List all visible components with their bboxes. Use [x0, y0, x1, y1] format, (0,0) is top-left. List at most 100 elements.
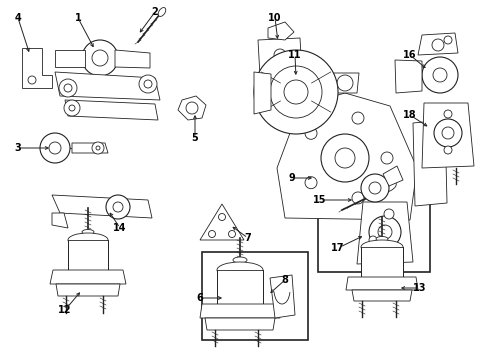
Circle shape: [69, 105, 75, 111]
Bar: [68, 240, 108, 270]
Polygon shape: [258, 38, 304, 112]
Circle shape: [433, 119, 461, 147]
Circle shape: [40, 133, 70, 163]
Circle shape: [106, 195, 130, 219]
Text: 11: 11: [287, 50, 301, 60]
Polygon shape: [52, 213, 68, 228]
Circle shape: [28, 76, 36, 84]
Circle shape: [208, 230, 215, 238]
Polygon shape: [394, 60, 421, 93]
Circle shape: [49, 142, 61, 154]
Polygon shape: [200, 204, 244, 240]
Circle shape: [143, 80, 152, 88]
Bar: [202, 252, 307, 340]
Circle shape: [92, 142, 104, 154]
Circle shape: [218, 213, 225, 220]
Circle shape: [284, 80, 307, 104]
Polygon shape: [56, 284, 120, 296]
Text: 14: 14: [113, 223, 126, 233]
Circle shape: [320, 134, 368, 182]
Bar: [360, 247, 402, 277]
Text: 7: 7: [244, 233, 251, 243]
Text: 4: 4: [15, 13, 21, 23]
Circle shape: [334, 148, 354, 168]
Ellipse shape: [360, 240, 402, 254]
Ellipse shape: [158, 8, 165, 17]
Circle shape: [360, 174, 388, 202]
Polygon shape: [330, 73, 358, 93]
Ellipse shape: [232, 257, 246, 263]
Circle shape: [64, 100, 80, 116]
Ellipse shape: [82, 230, 94, 234]
Polygon shape: [382, 166, 402, 186]
Circle shape: [139, 75, 157, 93]
Circle shape: [59, 79, 77, 97]
Polygon shape: [50, 270, 126, 284]
Circle shape: [380, 152, 392, 164]
Text: 1: 1: [75, 13, 81, 23]
Text: 16: 16: [403, 50, 416, 60]
Text: 17: 17: [330, 243, 344, 253]
Circle shape: [383, 247, 393, 257]
Circle shape: [305, 177, 316, 189]
Polygon shape: [52, 195, 152, 218]
Circle shape: [368, 236, 376, 244]
Text: 18: 18: [403, 110, 416, 120]
Circle shape: [368, 216, 400, 248]
Polygon shape: [276, 93, 416, 220]
Circle shape: [368, 182, 380, 194]
Polygon shape: [55, 72, 160, 100]
Circle shape: [64, 84, 72, 92]
Polygon shape: [412, 120, 446, 206]
Polygon shape: [346, 277, 417, 290]
Circle shape: [443, 146, 451, 154]
Ellipse shape: [217, 262, 263, 278]
Polygon shape: [351, 290, 411, 301]
Ellipse shape: [381, 182, 395, 192]
Bar: [317, 170, 429, 272]
Circle shape: [421, 57, 457, 93]
Ellipse shape: [375, 237, 387, 242]
Polygon shape: [267, 22, 293, 40]
Text: 6: 6: [196, 293, 203, 303]
Text: 15: 15: [313, 195, 326, 205]
Text: 8: 8: [281, 275, 288, 285]
Polygon shape: [22, 48, 52, 88]
Bar: [217, 270, 263, 304]
Polygon shape: [55, 50, 85, 67]
Circle shape: [377, 225, 391, 239]
Ellipse shape: [68, 233, 108, 247]
Circle shape: [253, 50, 337, 134]
Circle shape: [443, 110, 451, 118]
Text: 9: 9: [288, 173, 295, 183]
Circle shape: [431, 39, 443, 51]
Text: 10: 10: [268, 13, 281, 23]
Polygon shape: [72, 143, 108, 153]
Text: 3: 3: [15, 143, 21, 153]
Polygon shape: [115, 50, 150, 68]
Circle shape: [273, 89, 285, 101]
Circle shape: [383, 209, 393, 219]
Polygon shape: [269, 275, 294, 318]
Circle shape: [185, 102, 198, 114]
Circle shape: [273, 49, 285, 61]
Polygon shape: [65, 100, 158, 120]
Circle shape: [336, 75, 352, 91]
Circle shape: [113, 202, 123, 212]
Polygon shape: [421, 103, 473, 168]
Circle shape: [305, 127, 316, 139]
Circle shape: [273, 69, 285, 81]
Text: 2: 2: [151, 7, 158, 17]
Circle shape: [351, 112, 363, 124]
Polygon shape: [178, 96, 205, 120]
Circle shape: [443, 36, 451, 44]
Circle shape: [92, 50, 108, 66]
Text: 5: 5: [191, 133, 198, 143]
Polygon shape: [200, 304, 280, 318]
Circle shape: [228, 230, 235, 238]
Circle shape: [269, 66, 321, 118]
Circle shape: [351, 192, 363, 204]
Circle shape: [82, 40, 118, 76]
Text: 12: 12: [58, 305, 72, 315]
Circle shape: [96, 146, 100, 150]
